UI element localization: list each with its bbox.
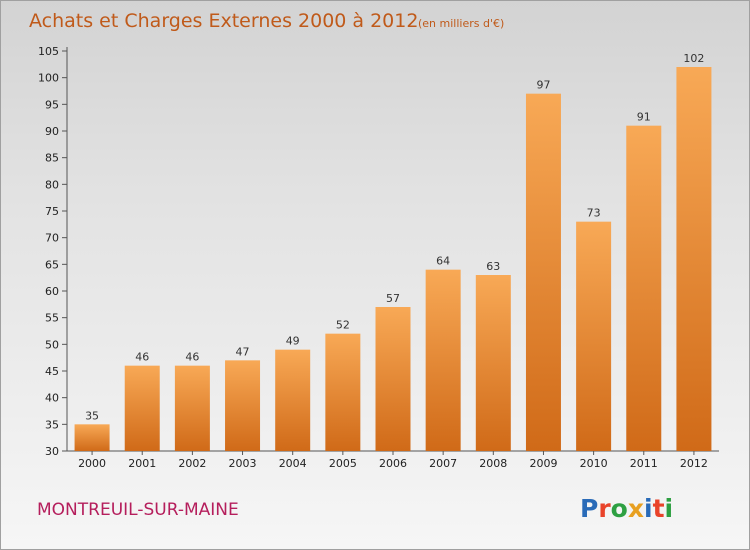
bar [626, 125, 662, 452]
y-tick-label: 30 [45, 445, 59, 458]
x-tick-label: 2002 [178, 457, 206, 470]
x-tick-label: 2009 [529, 457, 557, 470]
y-tick-label: 70 [45, 232, 59, 245]
bar-value-label: 47 [236, 345, 250, 358]
x-tick-label: 2000 [78, 457, 106, 470]
y-tick-label: 35 [45, 418, 59, 431]
bar [325, 333, 361, 451]
bar [124, 365, 160, 451]
bar-value-label: 73 [587, 207, 601, 220]
y-tick-label: 65 [45, 258, 59, 271]
bar [174, 365, 210, 451]
proxiti-logo: Proxiti [580, 494, 673, 523]
bar [74, 424, 110, 451]
x-tick-label: 2005 [329, 457, 357, 470]
bar-value-label: 64 [436, 255, 450, 268]
x-tick-label: 2004 [279, 457, 307, 470]
bar-value-label: 57 [386, 292, 400, 305]
bar-value-label: 63 [486, 260, 500, 273]
bar-value-label: 49 [286, 335, 300, 348]
x-tick-label: 2006 [379, 457, 407, 470]
commune-name: MONTREUIL-SUR-MAINE [37, 500, 239, 520]
y-tick-label: 80 [45, 178, 59, 191]
axes: 30 35 40 45 50 55 60 65 70 75 80 85 90 95 100 105 2000 20… [38, 45, 719, 470]
y-tick-label: 75 [45, 205, 59, 218]
bar [475, 275, 511, 451]
bar [275, 349, 311, 451]
y-tick-label: 90 [45, 125, 59, 138]
chart-subtitle: (en milliers d'€) [418, 17, 504, 30]
x-tick-label: 2012 [680, 457, 708, 470]
y-tick-label: 95 [45, 98, 59, 111]
bar [676, 67, 712, 451]
y-tick-label: 60 [45, 285, 59, 298]
bar-value-label: 102 [683, 52, 704, 65]
y-tick-label: 50 [45, 338, 59, 351]
x-tick-label: 2007 [429, 457, 457, 470]
bar-value-label: 97 [536, 79, 550, 92]
x-tick-label: 2011 [630, 457, 658, 470]
bars: 35 46 46 47 49 52 57 64 63 97 73 91 102 [74, 52, 712, 452]
x-tick-label: 2003 [229, 457, 257, 470]
bar [525, 93, 561, 452]
x-tick-label: 2010 [580, 457, 608, 470]
chart-title: Achats et Charges Externes 2000 à 2012 [29, 10, 418, 32]
bar-value-label: 46 [135, 351, 149, 364]
bar [576, 221, 612, 451]
bar-value-label: 91 [637, 111, 651, 124]
y-tick-label: 100 [38, 72, 59, 85]
bar [425, 269, 461, 451]
bar-value-label: 52 [336, 319, 350, 332]
y-tick-label: 40 [45, 392, 59, 405]
y-tick-label: 85 [45, 152, 59, 165]
bar [375, 307, 411, 451]
x-tick-label: 2008 [479, 457, 507, 470]
bar-value-label: 35 [85, 409, 99, 422]
y-tick-label: 55 [45, 312, 59, 325]
bar [225, 360, 261, 451]
y-tick-label: 105 [38, 45, 59, 58]
y-tick-label: 45 [45, 365, 59, 378]
bar-value-label: 46 [185, 351, 199, 364]
x-tick-label: 2001 [128, 457, 156, 470]
